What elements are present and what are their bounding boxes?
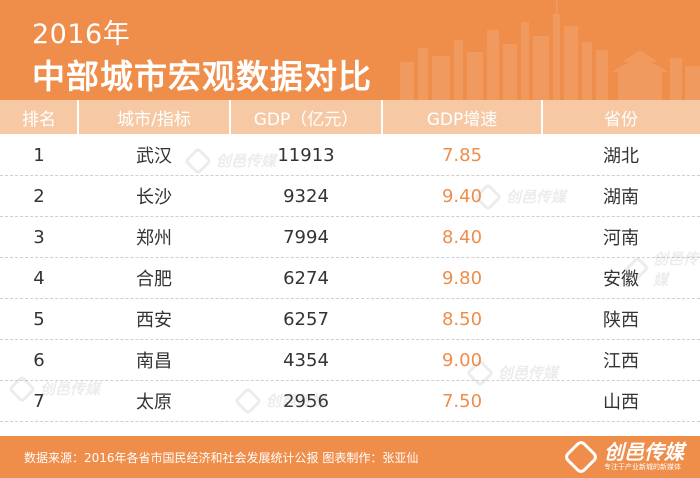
table-row: 7 太原 2956 7.50 山西 — [0, 381, 700, 422]
watermark-text: 创邑传媒 — [652, 250, 698, 289]
gdp-cell: 9324 — [283, 185, 329, 207]
watermark-text: 创邑传媒 — [216, 152, 277, 170]
cube-logo-icon — [233, 386, 263, 415]
province-cell: 山西 — [603, 392, 639, 413]
column-divider — [77, 100, 79, 134]
province-cell: 湖北 — [603, 146, 639, 167]
city-cell: 郑州 — [136, 228, 172, 249]
gdp-cell: 4354 — [283, 349, 329, 371]
table-header: 排名 城市/指标 GDP（亿元） GDP增速 省份 — [0, 100, 700, 134]
watermark-text: 创邑传媒 — [266, 392, 327, 410]
table-row: 4 合肥 6274 9.80 安徽 — [0, 258, 700, 299]
table-row: 1 武汉 11913 7.85 湖北 — [0, 135, 700, 176]
gdp-cell: 6257 — [283, 308, 329, 330]
logo-slogan: 专注于产业新城的新媒体 — [604, 463, 681, 471]
watermark: 创邑传媒 — [7, 374, 101, 403]
growth-cell: 9.40 — [441, 185, 483, 207]
cube-logo-icon — [465, 358, 495, 387]
column-header-gdp: GDP（亿元） — [253, 109, 359, 130]
gdp-cell: 7994 — [283, 226, 329, 248]
city-cell: 南昌 — [136, 351, 172, 372]
city-cell: 西安 — [136, 310, 172, 331]
table-row: 6 南昌 4354 9.00 江西 — [0, 340, 700, 381]
watermark-text: 创邑传媒 — [506, 188, 567, 206]
city-cell: 合肥 — [136, 269, 172, 290]
province-cell: 江西 — [603, 351, 639, 372]
year-label: 2016年 — [32, 19, 131, 50]
table-body: 1 武汉 11913 7.85 湖北 2 长沙 9324 9.40 湖南 3 郑… — [0, 135, 700, 422]
footer-bar: 数据来源：2016年各省市国民经济和社会发展统计公报 图表制作：张亚仙 创邑传媒… — [0, 436, 700, 478]
city-cell: 太原 — [136, 392, 172, 413]
rank-cell: 4 — [33, 267, 45, 289]
column-header-rank: 排名 — [22, 109, 56, 130]
cube-logo-icon — [7, 374, 37, 403]
brand-logo: 创邑传媒 专注于产业新城的新媒体 — [562, 438, 684, 475]
growth-cell: 9.00 — [441, 349, 483, 371]
province-cell: 陕西 — [603, 310, 639, 331]
cube-logo-icon — [623, 255, 650, 283]
watermark: 创邑传媒 — [623, 248, 700, 290]
growth-cell: 9.80 — [441, 267, 483, 289]
growth-cell: 7.85 — [441, 144, 483, 166]
city-cell: 武汉 — [136, 146, 172, 167]
city-cell: 长沙 — [136, 187, 172, 208]
cube-logo-icon — [473, 182, 503, 211]
page-title: 中部城市宏观数据对比 — [32, 57, 372, 96]
data-source-note: 数据来源：2016年各省市国民经济和社会发展统计公报 图表制作：张亚仙 — [24, 451, 419, 465]
growth-cell: 8.40 — [441, 226, 483, 248]
watermark: 创邑传媒 — [473, 182, 567, 211]
province-cell: 河南 — [603, 228, 639, 249]
watermark: 创邑传媒 — [183, 146, 277, 175]
cube-logo-icon — [183, 146, 213, 175]
column-header-province: 省份 — [604, 109, 638, 130]
growth-cell: 8.50 — [441, 308, 483, 330]
cube-logo-icon — [562, 438, 600, 475]
header-banner: 2016年 中部城市宏观数据对比 — [0, 0, 700, 100]
watermark: 创邑传媒 — [465, 358, 559, 387]
column-divider — [229, 100, 231, 134]
province-cell: 安徽 — [603, 269, 639, 290]
gdp-cell: 11913 — [277, 144, 335, 166]
growth-cell: 7.50 — [441, 390, 483, 412]
table-row: 5 西安 6257 8.50 陕西 — [0, 299, 700, 340]
rank-cell: 2 — [33, 185, 45, 207]
table-row: 2 长沙 9324 9.40 湖南 — [0, 176, 700, 217]
logo-name: 创邑传媒 — [604, 440, 684, 464]
rank-cell: 7 — [33, 390, 45, 412]
column-divider — [381, 100, 383, 134]
gdp-cell: 6274 — [283, 267, 329, 289]
watermark: 创邑传媒 — [233, 386, 327, 415]
city-skyline-icon — [400, 0, 700, 100]
rank-cell: 6 — [33, 349, 45, 371]
column-divider — [541, 100, 543, 134]
province-cell: 湖南 — [603, 187, 639, 208]
watermark-text: 创邑传媒 — [498, 364, 559, 382]
table-row: 3 郑州 7994 8.40 河南 — [0, 217, 700, 258]
column-header-growth: GDP增速 — [426, 109, 498, 130]
gdp-cell: 2956 — [283, 390, 329, 412]
watermark-text: 创邑传媒 — [40, 380, 101, 398]
column-header-city: 城市/指标 — [117, 109, 191, 130]
rank-cell: 1 — [33, 144, 45, 166]
rank-cell: 3 — [33, 226, 45, 248]
rank-cell: 5 — [33, 308, 45, 330]
